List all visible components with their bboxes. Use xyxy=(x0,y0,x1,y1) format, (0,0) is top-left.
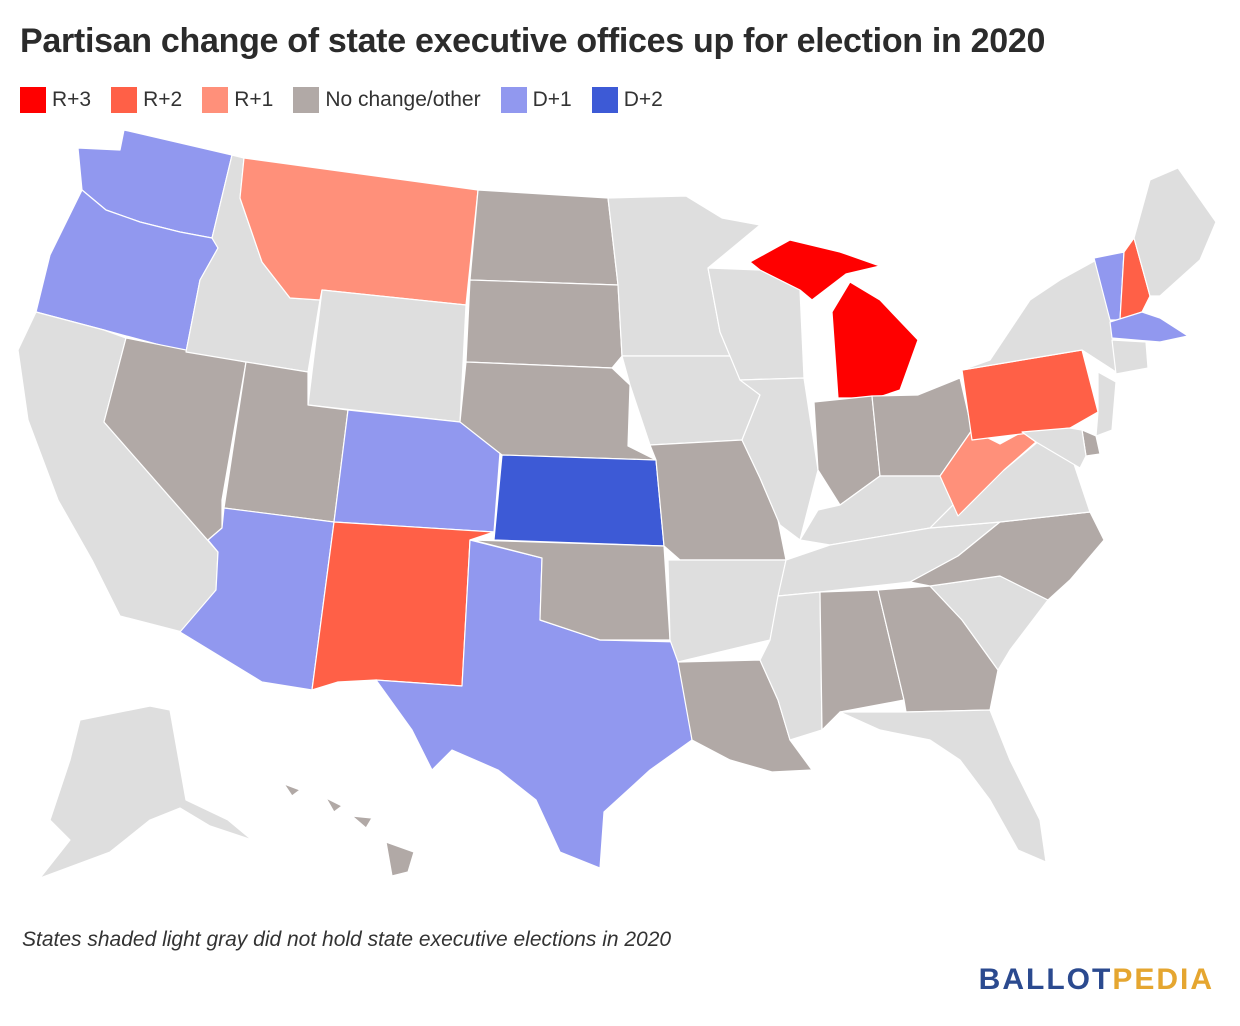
legend-item-r3: R+3 xyxy=(20,87,91,113)
state-az xyxy=(179,507,335,691)
state-nj xyxy=(1095,371,1117,437)
state-ct xyxy=(1111,339,1149,375)
ballotpedia-logo: BALLOTPEDIA xyxy=(979,963,1214,997)
chart-title: Partisan change of state executive offic… xyxy=(20,22,1046,60)
brand-part-2: PEDIA xyxy=(1112,963,1214,996)
us-state-map xyxy=(17,129,1217,879)
state-ma xyxy=(1109,311,1189,343)
state-al xyxy=(819,589,905,731)
state-md xyxy=(1021,427,1087,469)
legend-label-r3: R+3 xyxy=(52,88,92,111)
brand-part-1: BALLOT xyxy=(978,963,1113,996)
state-fl xyxy=(839,709,1047,863)
legend-label-d1: D+1 xyxy=(532,88,572,111)
legend-swatch-no-change xyxy=(293,87,320,113)
state-ny xyxy=(961,257,1117,373)
legend-label-r2: R+2 xyxy=(143,88,183,111)
legend-swatch-r3 xyxy=(20,87,46,113)
state-mi xyxy=(749,239,919,399)
legend-item-no-change: No change/other xyxy=(293,87,481,113)
legend-item-d2: D+2 xyxy=(591,87,663,113)
state-sd xyxy=(465,279,623,369)
legend-label-r1: R+1 xyxy=(234,88,274,111)
state-nd xyxy=(469,189,619,286)
legend-label-d2: D+2 xyxy=(623,88,663,111)
legend-label-no-change: No change/other xyxy=(325,88,481,111)
state-ak xyxy=(39,705,253,879)
footnote: States shaded light gray did not hold st… xyxy=(22,928,672,951)
state-wy xyxy=(307,289,467,423)
legend-item-r1: R+1 xyxy=(202,87,273,113)
state-ar xyxy=(667,559,787,663)
state-hi xyxy=(283,783,415,877)
state-me xyxy=(1133,167,1217,297)
state-il xyxy=(739,377,819,541)
legend-item-r2: R+2 xyxy=(111,87,182,113)
legend-swatch-r1 xyxy=(202,87,229,113)
state-co xyxy=(333,409,503,533)
state-nc xyxy=(909,511,1105,601)
legend-swatch-d1 xyxy=(500,87,527,113)
legend-swatch-d2 xyxy=(591,87,618,113)
legend-swatch-r2 xyxy=(111,87,138,113)
state-ne xyxy=(459,361,657,461)
state-nh xyxy=(1119,237,1151,321)
state-ks xyxy=(493,454,665,547)
legend-item-d1: D+1 xyxy=(500,87,572,113)
legend: R+3 R+2 R+1 No change/other D+1 D+2 xyxy=(20,87,683,113)
